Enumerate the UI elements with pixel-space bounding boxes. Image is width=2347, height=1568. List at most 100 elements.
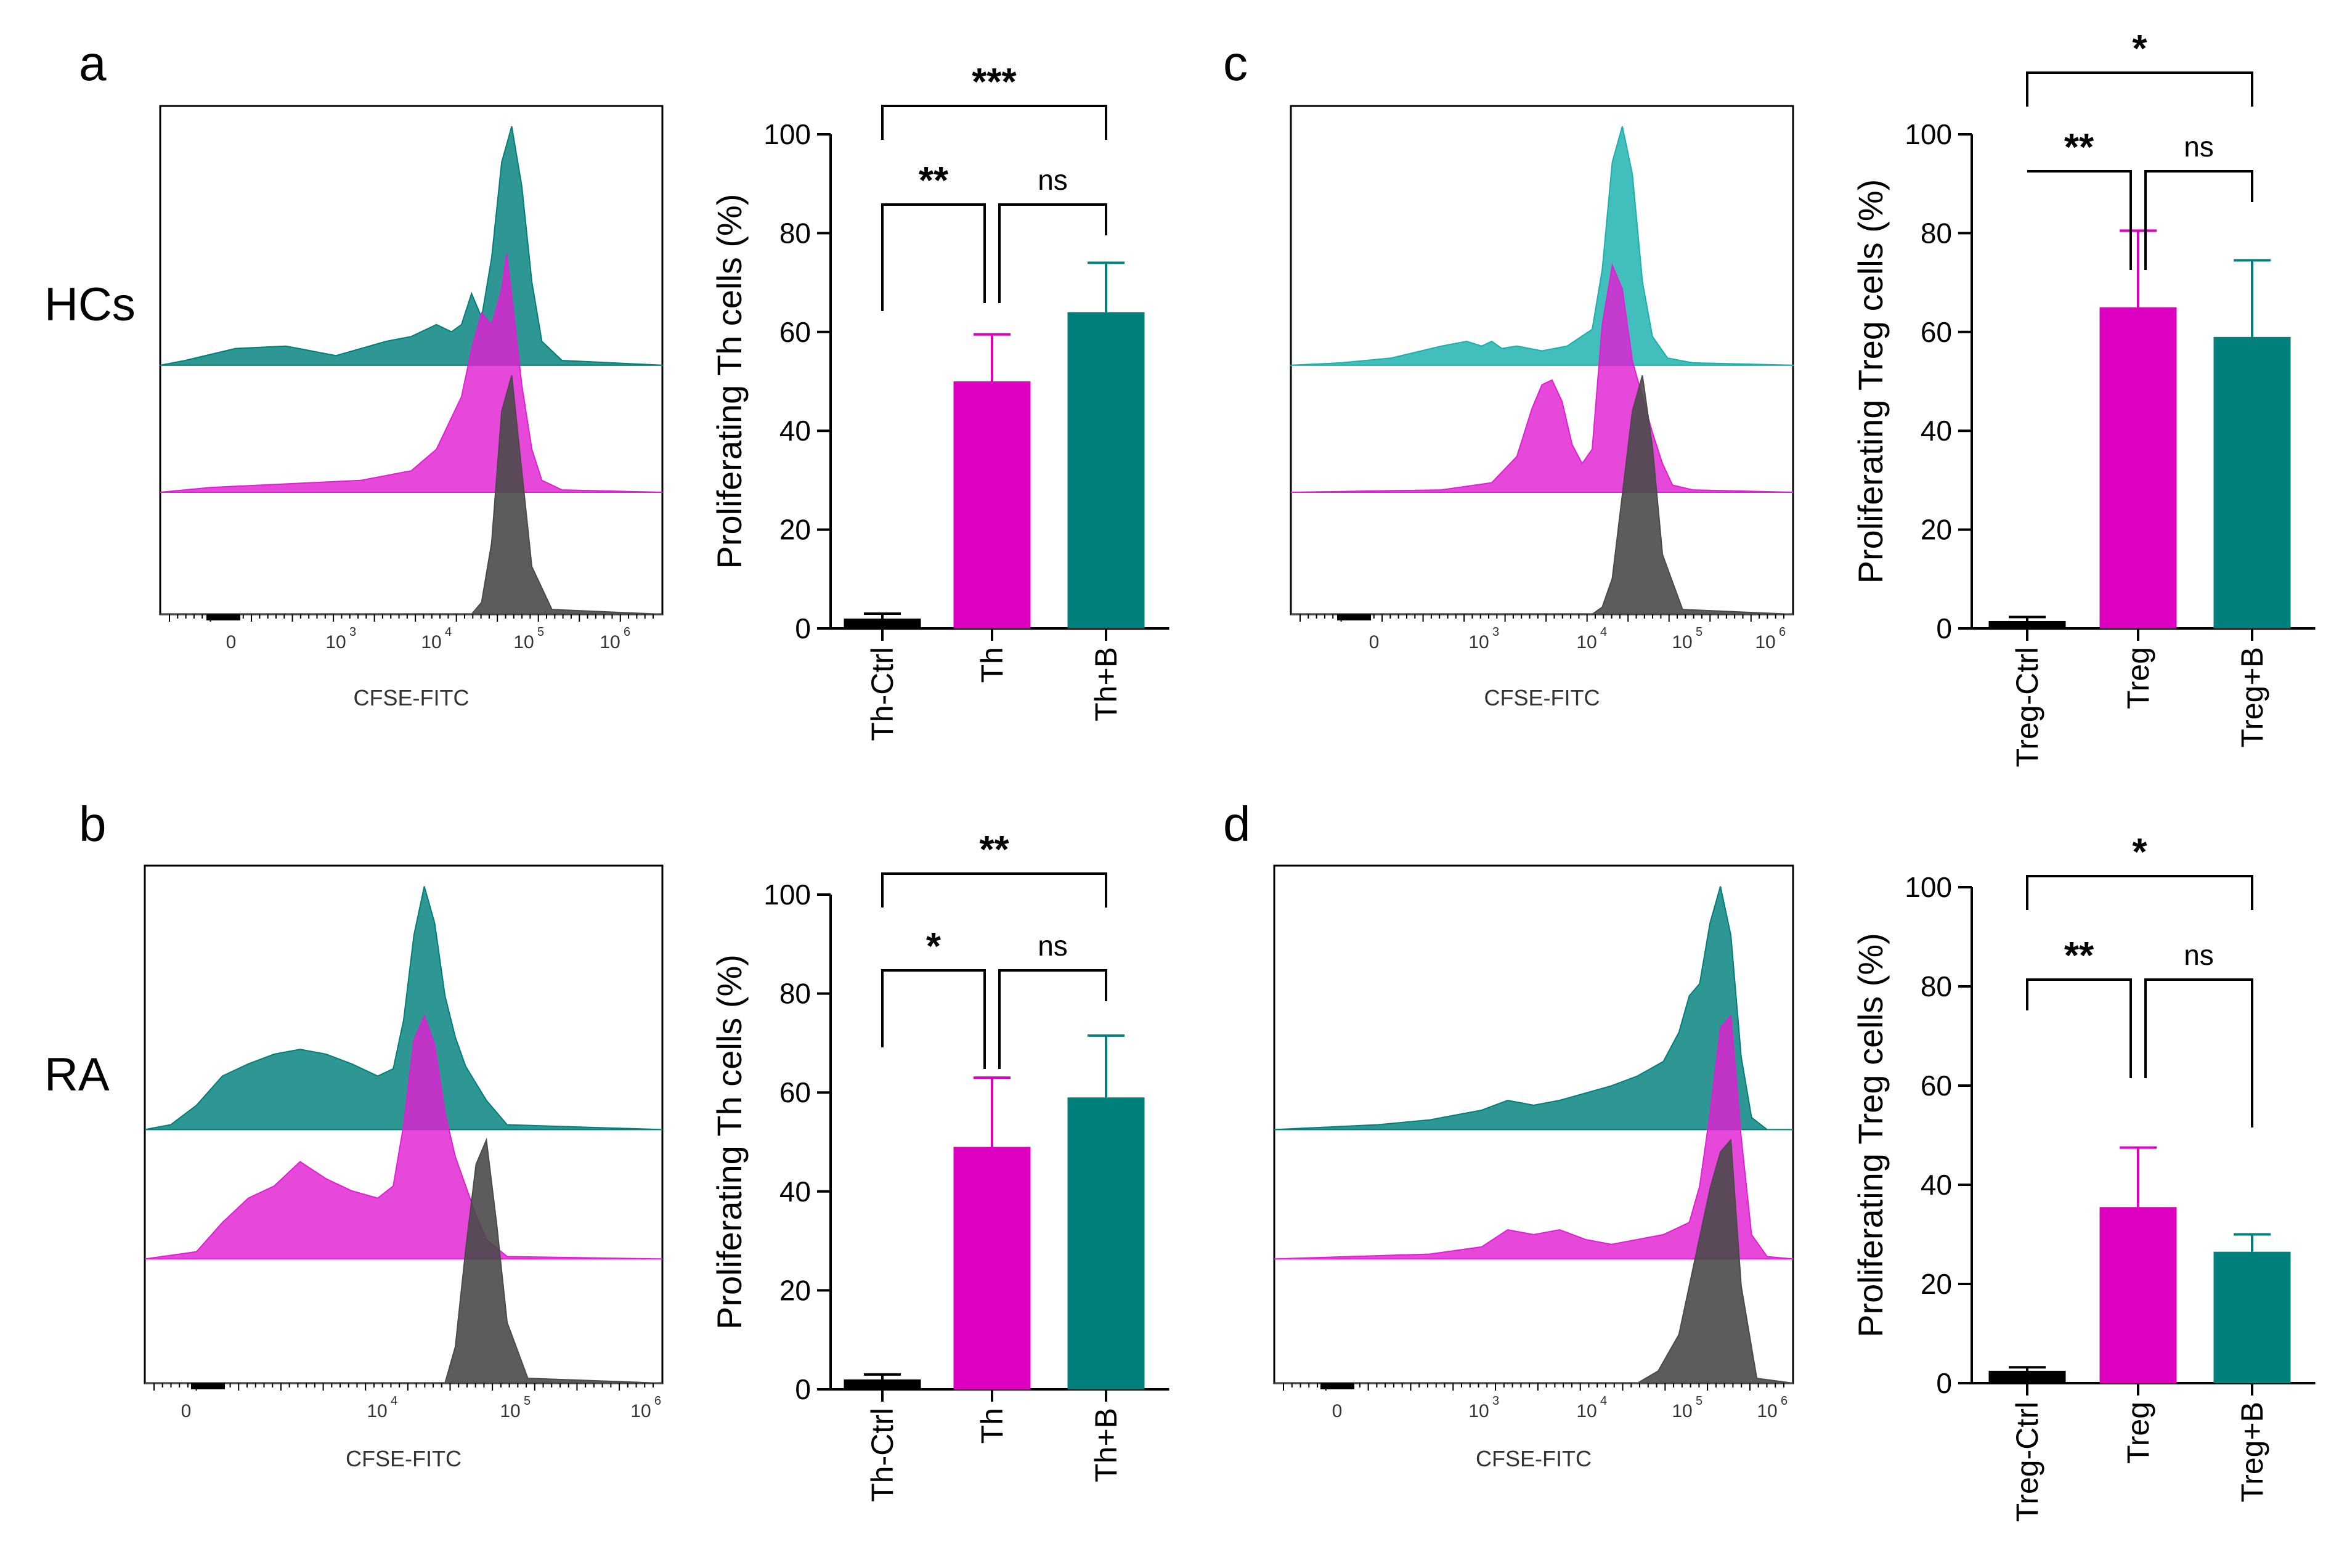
bar-th-ctrl xyxy=(844,618,921,628)
sig-bracket-left xyxy=(2026,978,2132,1078)
histogram-tick-label: 0 xyxy=(181,1401,192,1421)
tick-cluster xyxy=(206,614,240,620)
panel-letter-c: c xyxy=(1223,36,1248,91)
bar-chart-d: 0 20 40 60 80 100 Proliferating Treg cells (%)… xyxy=(1851,831,2316,1522)
histogram-tick-exponent: 6 xyxy=(654,1394,661,1408)
sig-bracket-right xyxy=(998,969,1107,1069)
histogram-tick-label: 10 xyxy=(325,632,346,652)
histogram-tick-label: 10 xyxy=(1757,1401,1777,1421)
histogram-x-label: CFSE-FITC xyxy=(346,1446,462,1471)
histogram-tick-exponent: 6 xyxy=(1779,625,1786,639)
bar-tregplusb xyxy=(2213,1251,2291,1383)
y-tick-label: 20 xyxy=(779,1274,811,1306)
y-tick-label: 0 xyxy=(1936,1367,1952,1399)
y-tick-label: 60 xyxy=(779,1076,811,1108)
histogram-tick-label: 10 xyxy=(513,632,534,652)
y-tick-label: 100 xyxy=(763,118,811,150)
histogram-tick-label: 10 xyxy=(1576,1401,1597,1421)
tick-cluster xyxy=(1320,1383,1354,1389)
histogram-tick-exponent: 5 xyxy=(1696,1394,1702,1408)
tick-cluster xyxy=(1337,614,1371,620)
y-tick-label: 80 xyxy=(1921,970,1952,1002)
panel-letter-b: b xyxy=(79,797,107,851)
y-tick-label: 20 xyxy=(1921,514,1952,546)
row-label-ra: RA xyxy=(44,1049,110,1101)
category-label: Treg xyxy=(2121,647,2155,709)
sig-bracket-outer xyxy=(2026,875,2253,910)
bar-treg-ctrl xyxy=(1988,1370,2066,1383)
histogram-tick-label: 0 xyxy=(1332,1401,1343,1421)
histogram-area-thplusb xyxy=(144,886,663,1131)
sig-bracket-outer xyxy=(881,872,1107,908)
category-label: Treg-Ctrl xyxy=(2010,647,2044,767)
sig-label-left: ** xyxy=(919,160,949,202)
histogram-tick-exponent: 4 xyxy=(1600,1394,1607,1408)
sig-label-left: ** xyxy=(2064,126,2094,169)
bar-thplusb xyxy=(1067,1097,1145,1389)
histogram-tick-exponent: 5 xyxy=(537,625,544,639)
y-tick-label: 100 xyxy=(1905,118,1952,150)
histogram-tick-exponent: 3 xyxy=(1492,625,1499,639)
histogram-tick-exponent: 6 xyxy=(624,625,630,639)
histogram-tick-label: 10 xyxy=(1468,1401,1489,1421)
y-tick-label: 80 xyxy=(779,217,811,249)
histogram-x-label: CFSE-FITC xyxy=(1484,685,1600,710)
histogram-area-th xyxy=(160,253,663,493)
sig-label-right: ns xyxy=(1038,930,1068,962)
sig-label-right: ns xyxy=(1038,164,1068,196)
y-tick-label: 20 xyxy=(1921,1268,1952,1300)
histogram-tick-label: 10 xyxy=(1576,632,1597,652)
bar-chart-c: 0 20 40 60 80 100 Proliferating Treg cells (%)… xyxy=(1851,28,2316,767)
sig-label-right: ns xyxy=(2184,131,2214,163)
histogram-tick-exponent: 6 xyxy=(1781,1394,1788,1408)
y-tick-label: 40 xyxy=(1921,415,1952,447)
tick-cluster xyxy=(191,1383,225,1389)
histogram-tick-exponent: 4 xyxy=(391,1394,397,1408)
sig-label-outer: *** xyxy=(972,61,1017,104)
category-label: Th-Ctrl xyxy=(865,1408,900,1502)
histogram-area-treg xyxy=(1274,1014,1794,1260)
category-label: Treg xyxy=(2121,1402,2155,1464)
y-axis-label: Proliferating Treg cells (%) xyxy=(1851,933,1890,1338)
y-axis-label: Proliferating Th cells (%) xyxy=(710,954,749,1330)
bar-th-ctrl xyxy=(844,1379,921,1389)
bar-thplusb xyxy=(1067,312,1145,629)
bar-treg xyxy=(2099,1207,2177,1383)
bar-tregplusb xyxy=(2213,336,2291,628)
sig-bracket-outer xyxy=(2026,71,2253,107)
histogram-area-treg-ctrl xyxy=(1291,375,1794,615)
histogram-tick-label: 10 xyxy=(1672,1401,1692,1421)
category-label: Th+B xyxy=(1089,1408,1123,1482)
histogram-area-treg xyxy=(1290,263,1794,493)
histogram-area-tregplusb xyxy=(1274,886,1793,1131)
category-label: Treg-Ctrl xyxy=(2010,1402,2044,1522)
y-tick-label: 40 xyxy=(779,1176,811,1208)
sig-bracket-left xyxy=(2027,170,2132,270)
histogram-tick-label: 0 xyxy=(1369,632,1380,652)
row-label-hcs: HCs xyxy=(44,278,136,331)
panel-letter-d: d xyxy=(1223,797,1251,851)
sig-label-outer: ** xyxy=(979,829,1009,871)
y-tick-label: 20 xyxy=(779,514,811,546)
sig-label-left: * xyxy=(926,925,942,968)
sig-bracket-right xyxy=(2144,978,2253,1127)
y-tick-label: 60 xyxy=(779,316,811,348)
y-tick-label: 0 xyxy=(795,612,811,644)
histogram-tick-exponent: 4 xyxy=(1600,625,1607,639)
category-label: Th xyxy=(975,647,1009,683)
y-tick-label: 40 xyxy=(779,415,811,447)
histogram-area-th-ctrl xyxy=(145,1137,663,1384)
panel-letter-a: a xyxy=(79,36,107,91)
histogram-tick-exponent: 5 xyxy=(524,1394,531,1408)
sig-label-outer: * xyxy=(2132,831,2147,874)
sig-bracket-left xyxy=(881,203,986,311)
histogram-area-th-ctrl xyxy=(160,375,663,615)
histogram-tick-label: 10 xyxy=(1468,632,1489,652)
sig-label-right: ns xyxy=(2184,939,2214,971)
histogram-tick-label: 10 xyxy=(1755,632,1775,652)
y-tick-label: 100 xyxy=(1905,871,1952,903)
